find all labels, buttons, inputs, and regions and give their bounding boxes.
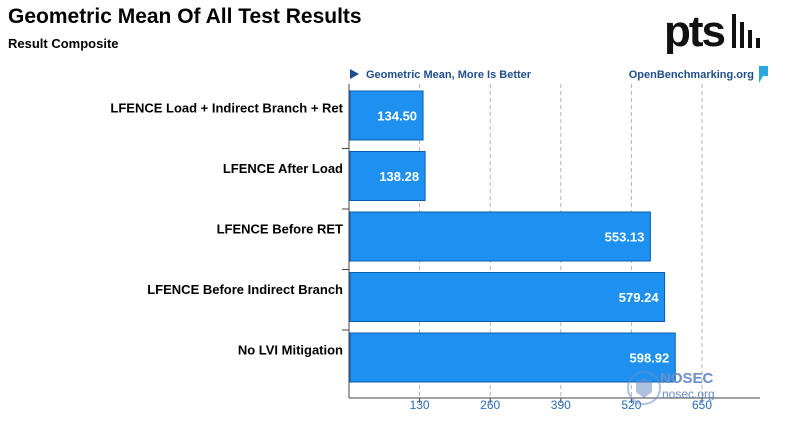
watermark-subtext: nosec.org [662, 387, 715, 401]
bar-value-label: 553.13 [605, 230, 645, 245]
category-label: LFENCE Before RET [217, 222, 343, 237]
svg-text:pts: pts [664, 8, 725, 54]
x-tick-label: 390 [551, 398, 571, 412]
x-tick-label: 130 [410, 398, 430, 412]
bar [349, 151, 426, 201]
category-label: LFENCE After Load [223, 161, 343, 176]
watermark-text: NOSEC [660, 370, 714, 387]
bar-value-label: 134.50 [377, 109, 417, 124]
bar [349, 211, 651, 262]
bars: 134.50 138.28 553.13 579.24 598.92 [349, 90, 676, 383]
x-tick-label: 260 [480, 398, 500, 412]
category-label: LFENCE Before Indirect Branch [147, 282, 343, 297]
category-labels: LFENCE Load + Indirect Branch + Ret LFENC… [110, 101, 343, 358]
bar-value-label: 579.24 [619, 290, 660, 305]
pts-logo: pts [664, 8, 760, 54]
play-icon [350, 69, 359, 79]
chart-title: Geometric Mean Of All Test Results [8, 5, 362, 28]
bar [349, 272, 666, 322]
nosec-watermark-icon [627, 371, 661, 405]
bar-value-label: 598.92 [629, 351, 669, 366]
site-icon [759, 66, 768, 83]
chart-subtitle: Result Composite [8, 36, 119, 51]
x-tick-labels: 130 260 390 520 650 [410, 398, 713, 412]
category-label: No LVI Mitigation [238, 343, 343, 358]
bar [349, 332, 676, 383]
bar [349, 90, 424, 141]
site-label: OpenBenchmarking.org [629, 69, 754, 81]
bar-value-label: 138.28 [379, 169, 419, 184]
chart-note: Geometric Mean, More Is Better [366, 69, 532, 81]
category-label: LFENCE Load + Indirect Branch + Ret [110, 101, 343, 116]
x-tick-label: 650 [692, 398, 712, 412]
